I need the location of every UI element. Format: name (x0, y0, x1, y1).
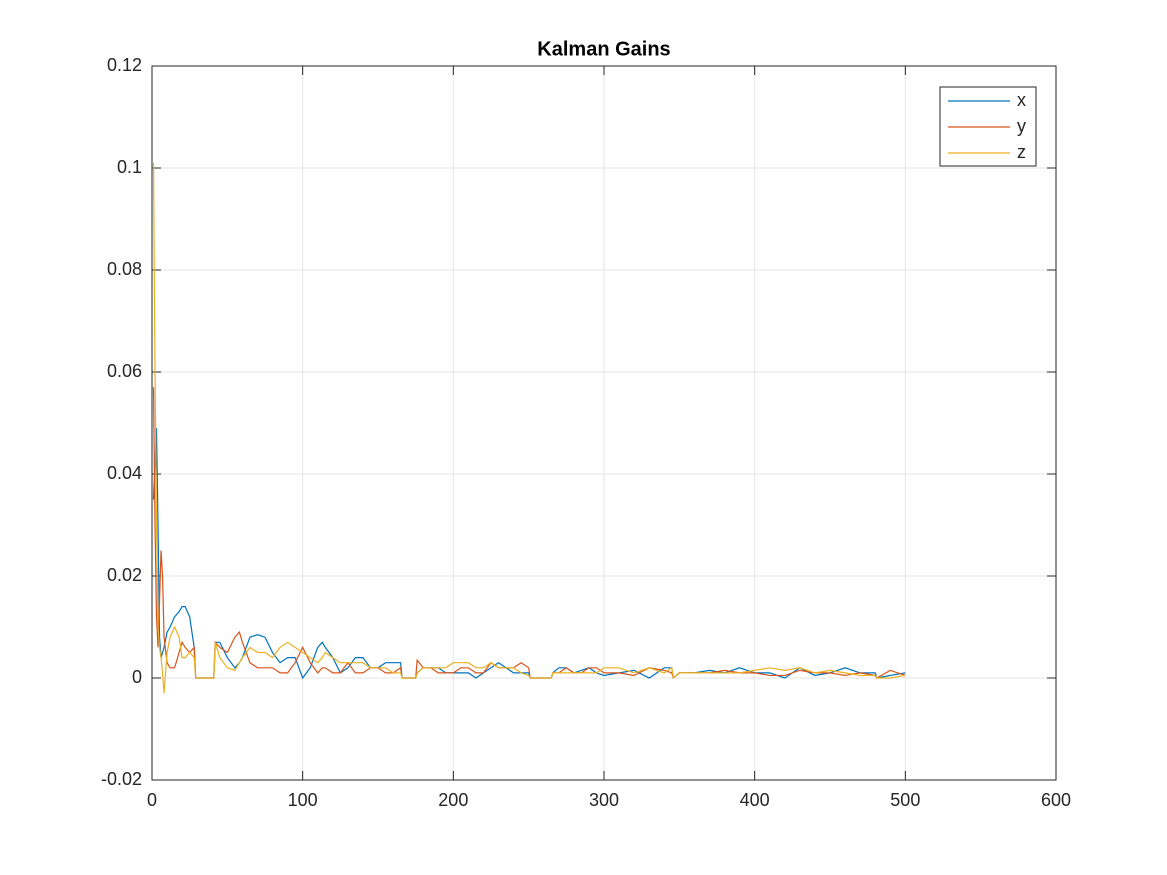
legend-label: z (1017, 142, 1026, 162)
y-tick-label: 0.02 (107, 565, 142, 585)
y-tick-label: 0.04 (107, 463, 142, 483)
x-tick-label: 400 (740, 790, 770, 810)
series-line (152, 387, 906, 680)
legend-label: y (1017, 116, 1026, 136)
x-tick-label: 300 (589, 790, 619, 810)
series-line (152, 162, 906, 694)
y-tick-label: 0.08 (107, 259, 142, 279)
x-tick-label: 200 (438, 790, 468, 810)
legend: xyz (939, 86, 1037, 167)
plot-frame (151, 65, 1057, 781)
y-tick-label: 0.12 (107, 55, 142, 75)
x-tick-label: 100 (288, 790, 318, 810)
y-tick-label: 0 (132, 667, 142, 687)
y-tick-label: 0.06 (107, 361, 142, 381)
x-tick-label: 500 (890, 790, 920, 810)
chart-title: Kalman Gains (537, 38, 670, 60)
x-tick-label: 600 (1041, 790, 1071, 810)
x-tick-label: 0 (147, 790, 157, 810)
series-line (152, 428, 906, 680)
legend-label: x (1017, 90, 1026, 110)
y-tick-label: -0.02 (101, 769, 142, 789)
y-tick-label: 0.1 (117, 157, 142, 177)
